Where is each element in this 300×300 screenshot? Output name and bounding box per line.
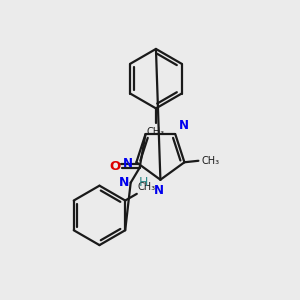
Text: CH₃: CH₃ xyxy=(147,127,165,137)
Text: O: O xyxy=(109,160,121,173)
Text: CH₃: CH₃ xyxy=(201,156,220,166)
Text: H: H xyxy=(139,176,148,189)
Text: N: N xyxy=(154,184,164,197)
Text: N: N xyxy=(122,157,133,170)
Text: N: N xyxy=(119,176,129,189)
Text: N: N xyxy=(179,118,189,132)
Text: CH₃: CH₃ xyxy=(138,182,156,192)
